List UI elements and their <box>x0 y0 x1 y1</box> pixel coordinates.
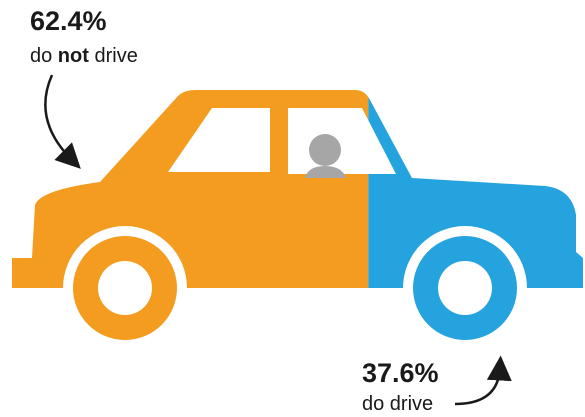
driver-head <box>309 134 341 166</box>
category-label: do not drive <box>30 45 138 67</box>
value-label: 37.6% <box>362 358 439 388</box>
hub <box>98 261 152 315</box>
value-label: 62.4% <box>30 6 107 36</box>
hub <box>438 261 492 315</box>
category-label: do drive <box>362 393 433 415</box>
wheels <box>73 236 517 340</box>
front-window <box>168 108 270 172</box>
arrow <box>454 355 512 406</box>
arrow <box>44 74 81 169</box>
driver-body <box>305 166 346 178</box>
